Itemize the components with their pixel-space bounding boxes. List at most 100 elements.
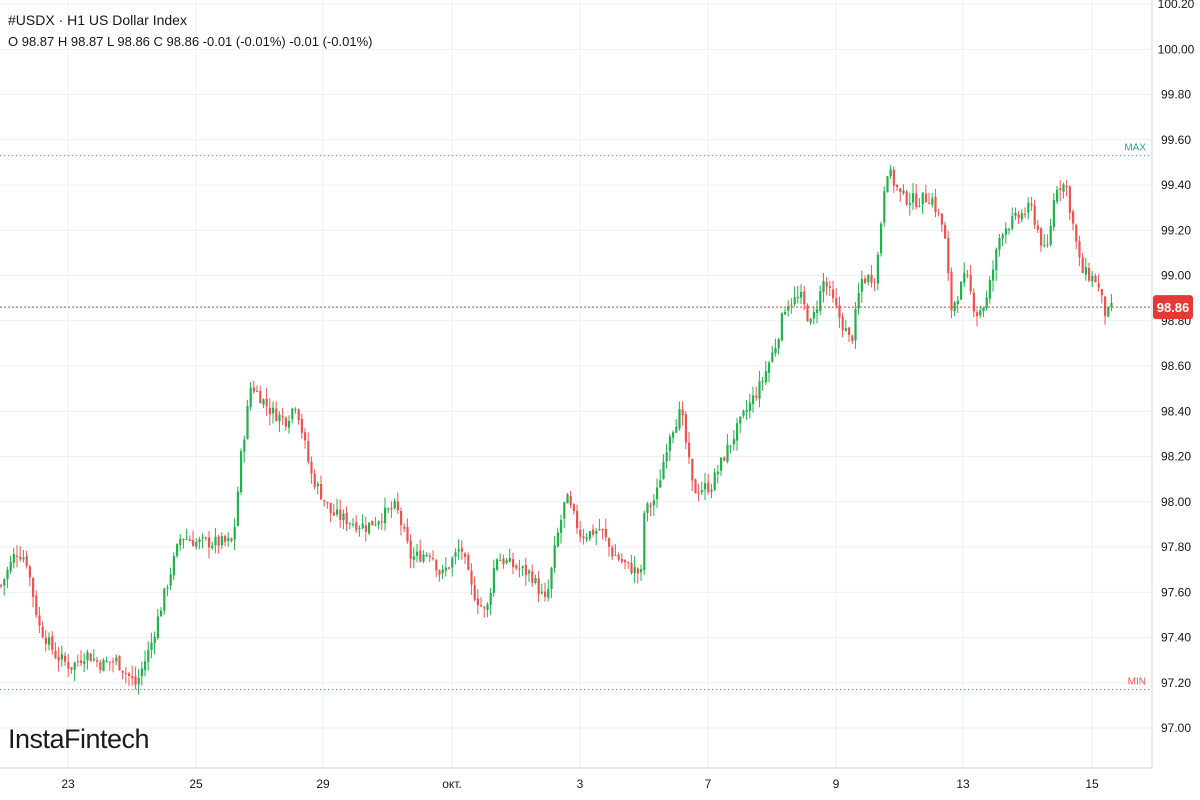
candle-body <box>115 657 118 662</box>
candle-body <box>96 660 99 662</box>
candle-body <box>918 205 921 207</box>
candle-body <box>92 658 95 661</box>
candle-body <box>528 570 531 574</box>
candle-body <box>614 554 617 556</box>
candle-body <box>505 560 508 563</box>
candle-body <box>320 484 323 500</box>
candle-body <box>118 656 121 671</box>
candle-body <box>892 169 895 186</box>
candle-body <box>560 520 563 533</box>
candle-body <box>694 479 697 494</box>
candle-body <box>1081 257 1084 274</box>
candle-body <box>870 274 873 283</box>
candle-body <box>1001 234 1004 239</box>
candle-body <box>908 203 911 205</box>
candle-body <box>105 661 108 663</box>
candle-body <box>134 676 137 685</box>
candle-body <box>796 297 799 299</box>
candle-body <box>67 662 70 669</box>
candle-body <box>688 442 691 458</box>
candle-body <box>1062 184 1065 192</box>
candle-body <box>915 193 918 208</box>
candle-body <box>73 662 76 670</box>
candle-body <box>329 502 332 514</box>
candle-body <box>976 312 979 317</box>
candle-body <box>515 565 518 569</box>
candle-body <box>32 578 35 597</box>
candle-body <box>950 271 953 311</box>
candle-body <box>819 291 822 312</box>
candle-body <box>428 556 431 558</box>
candle-body <box>841 316 844 331</box>
candle-body <box>355 522 358 531</box>
candle-body <box>860 279 863 292</box>
candle-body <box>761 381 764 383</box>
candle-body <box>150 642 153 651</box>
y-tick-label: 100.00 <box>1158 42 1195 56</box>
candle-body <box>265 398 268 407</box>
candle-body <box>768 362 771 373</box>
candle-body <box>937 212 940 214</box>
min-label: MIN <box>1128 677 1146 688</box>
candle-body <box>896 185 899 188</box>
candle-body <box>995 249 998 271</box>
candle-body <box>835 297 838 306</box>
candle-body <box>153 636 156 644</box>
candle-body <box>624 560 627 563</box>
candle-body <box>1046 244 1049 246</box>
candle-body <box>716 471 719 475</box>
candle-body <box>864 278 867 284</box>
candle-body <box>323 499 326 502</box>
candle-body <box>3 578 6 586</box>
candle-body <box>723 457 726 461</box>
candle-body <box>512 559 515 568</box>
candle-body <box>400 511 403 526</box>
candle-body <box>678 409 681 429</box>
candle-body <box>620 559 623 562</box>
candle-body <box>252 387 255 392</box>
candle-body <box>857 293 860 309</box>
y-tick-label: 98.20 <box>1161 450 1191 464</box>
candle-body <box>422 554 425 562</box>
candle-body <box>144 661 147 671</box>
candle-body <box>838 305 841 318</box>
candle-body <box>342 513 345 521</box>
candle-body <box>44 637 47 645</box>
candle-body <box>41 626 44 638</box>
candle-body <box>35 595 38 616</box>
candle-body <box>86 652 89 661</box>
candle-body <box>1052 200 1055 228</box>
candle-body <box>1065 185 1068 188</box>
candle-body <box>1078 241 1081 258</box>
candle-body <box>380 521 383 523</box>
x-tick-label: 23 <box>61 777 75 791</box>
candle-body <box>956 300 959 304</box>
candle-body <box>1020 213 1023 220</box>
candle-body <box>953 302 956 311</box>
candle-body <box>643 513 646 571</box>
candle-body <box>272 407 275 414</box>
candle-body <box>691 458 694 481</box>
candle-body <box>790 304 793 306</box>
candle-body <box>553 545 556 569</box>
candle-body <box>806 305 809 322</box>
candle-body <box>0 585 3 587</box>
candle-body <box>710 489 713 492</box>
candle-body <box>246 405 249 440</box>
candle-body <box>1107 306 1110 317</box>
candle-body <box>169 574 172 586</box>
candle-body <box>854 308 857 341</box>
candle-body <box>524 564 527 575</box>
candle-body <box>6 569 9 580</box>
candle-body <box>204 537 207 539</box>
candle-body <box>988 280 991 299</box>
candle-body <box>940 213 943 225</box>
candle-body <box>304 432 307 441</box>
candle-body <box>1024 213 1027 215</box>
candle-body <box>1027 203 1030 213</box>
candle-body <box>963 272 966 283</box>
candle-body <box>592 529 595 535</box>
candle-body <box>534 577 537 583</box>
